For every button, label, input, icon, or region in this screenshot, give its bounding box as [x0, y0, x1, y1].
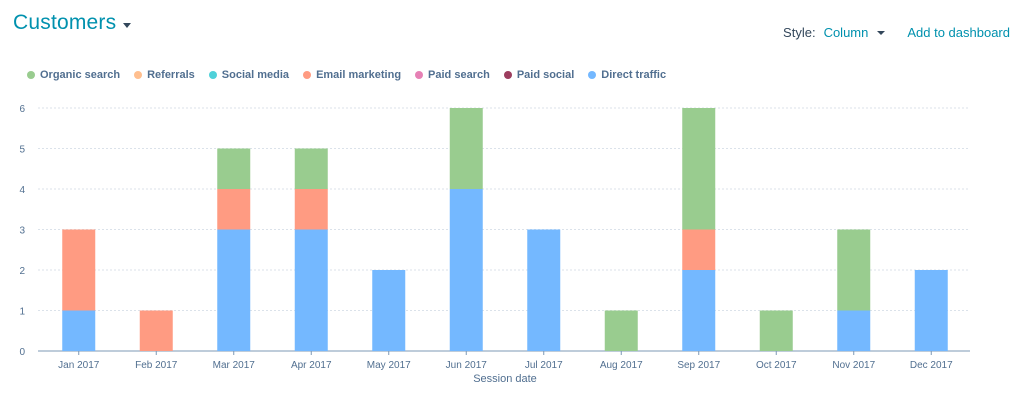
- x-axis-title: Session date: [473, 373, 537, 385]
- legend-label: Social media: [221, 69, 290, 81]
- style-dropdown-value: Column: [823, 25, 869, 40]
- legend-label: Direct traffic: [601, 69, 667, 81]
- x-tick-label: Sep 2017: [677, 360, 720, 371]
- y-tick-label: 6: [19, 104, 25, 115]
- legend-label: Referrals: [147, 69, 195, 81]
- style-label: Style:: [783, 25, 816, 40]
- report-title-dropdown[interactable]: Customers: [13, 11, 132, 35]
- bar-segment: [294, 229, 328, 351]
- legend-label: Email marketing: [316, 69, 402, 81]
- bar-segment: [449, 189, 483, 351]
- y-tick-label: 2: [19, 266, 25, 277]
- x-tick-label: Apr 2017: [291, 360, 332, 371]
- bar-segment: [372, 270, 406, 351]
- chevron-down-icon: [123, 22, 132, 28]
- legend-label: Organic search: [40, 69, 121, 81]
- bar-segment: [837, 229, 871, 311]
- legend-dot-icon: [134, 71, 143, 79]
- bar-segment: [527, 229, 561, 351]
- bar-segment: [139, 310, 173, 351]
- bar-segment: [604, 310, 638, 351]
- legend-dot-icon: [303, 71, 312, 79]
- x-tick-label: Jun 2017: [446, 360, 488, 371]
- chart-toolbar: Style: Column Add to dashboard: [783, 25, 1010, 40]
- bar-segment: [682, 229, 716, 270]
- x-tick-label: Aug 2017: [600, 360, 643, 371]
- y-tick-label: 1: [19, 307, 25, 318]
- x-tick-label: Nov 2017: [832, 360, 875, 371]
- chart-legend: Organic search Referrals Social media Em…: [27, 69, 680, 81]
- legend-item[interactable]: Direct traffic: [588, 69, 666, 81]
- x-tick-label: Mar 2017: [213, 360, 256, 371]
- report-title: Customers: [13, 11, 117, 34]
- x-tick-label: Jul 2017: [525, 360, 563, 371]
- x-tick-label: Oct 2017: [756, 360, 797, 371]
- bar-segment: [914, 270, 948, 351]
- legend-item[interactable]: Social media: [208, 69, 290, 81]
- bar-segment: [294, 189, 328, 230]
- legend-dot-icon: [503, 71, 512, 79]
- add-to-dashboard-link[interactable]: Add to dashboard: [907, 25, 1010, 40]
- legend-item[interactable]: Paid social: [503, 69, 575, 81]
- legend-dot-icon: [588, 71, 597, 79]
- legend-dot-icon: [27, 71, 35, 79]
- bar-segment: [449, 108, 483, 189]
- legend-dot-icon: [208, 71, 217, 79]
- legend-label: Paid social: [516, 69, 575, 81]
- y-tick-label: 0: [19, 347, 25, 358]
- bar-segment: [62, 229, 96, 311]
- bar-segment: [217, 148, 251, 189]
- bar-segment: [62, 310, 96, 351]
- y-tick-label: 4: [19, 185, 25, 196]
- x-tick-label: Feb 2017: [135, 360, 178, 371]
- style-dropdown[interactable]: Column: [824, 25, 886, 40]
- y-tick-label: 3: [19, 226, 25, 237]
- y-tick-label: 5: [19, 145, 25, 156]
- bar-segment: [217, 229, 251, 351]
- chevron-down-icon: [877, 30, 886, 35]
- bar-segment: [217, 189, 251, 230]
- legend-item[interactable]: Paid search: [415, 69, 490, 81]
- bar-segment: [294, 148, 328, 189]
- bar-segment: [837, 310, 871, 351]
- x-tick-label: Dec 2017: [910, 360, 953, 371]
- x-tick-label: Jan 2017: [58, 360, 100, 371]
- bar-segment: [682, 270, 716, 351]
- bar-segment: [682, 108, 716, 230]
- legend-item[interactable]: Organic search: [27, 69, 120, 81]
- bar-segment: [759, 310, 793, 351]
- legend-label: Paid search: [428, 69, 490, 81]
- legend-item[interactable]: Email marketing: [303, 69, 401, 81]
- legend-dot-icon: [415, 71, 424, 79]
- legend-item[interactable]: Referrals: [134, 69, 195, 81]
- x-tick-label: May 2017: [367, 360, 411, 371]
